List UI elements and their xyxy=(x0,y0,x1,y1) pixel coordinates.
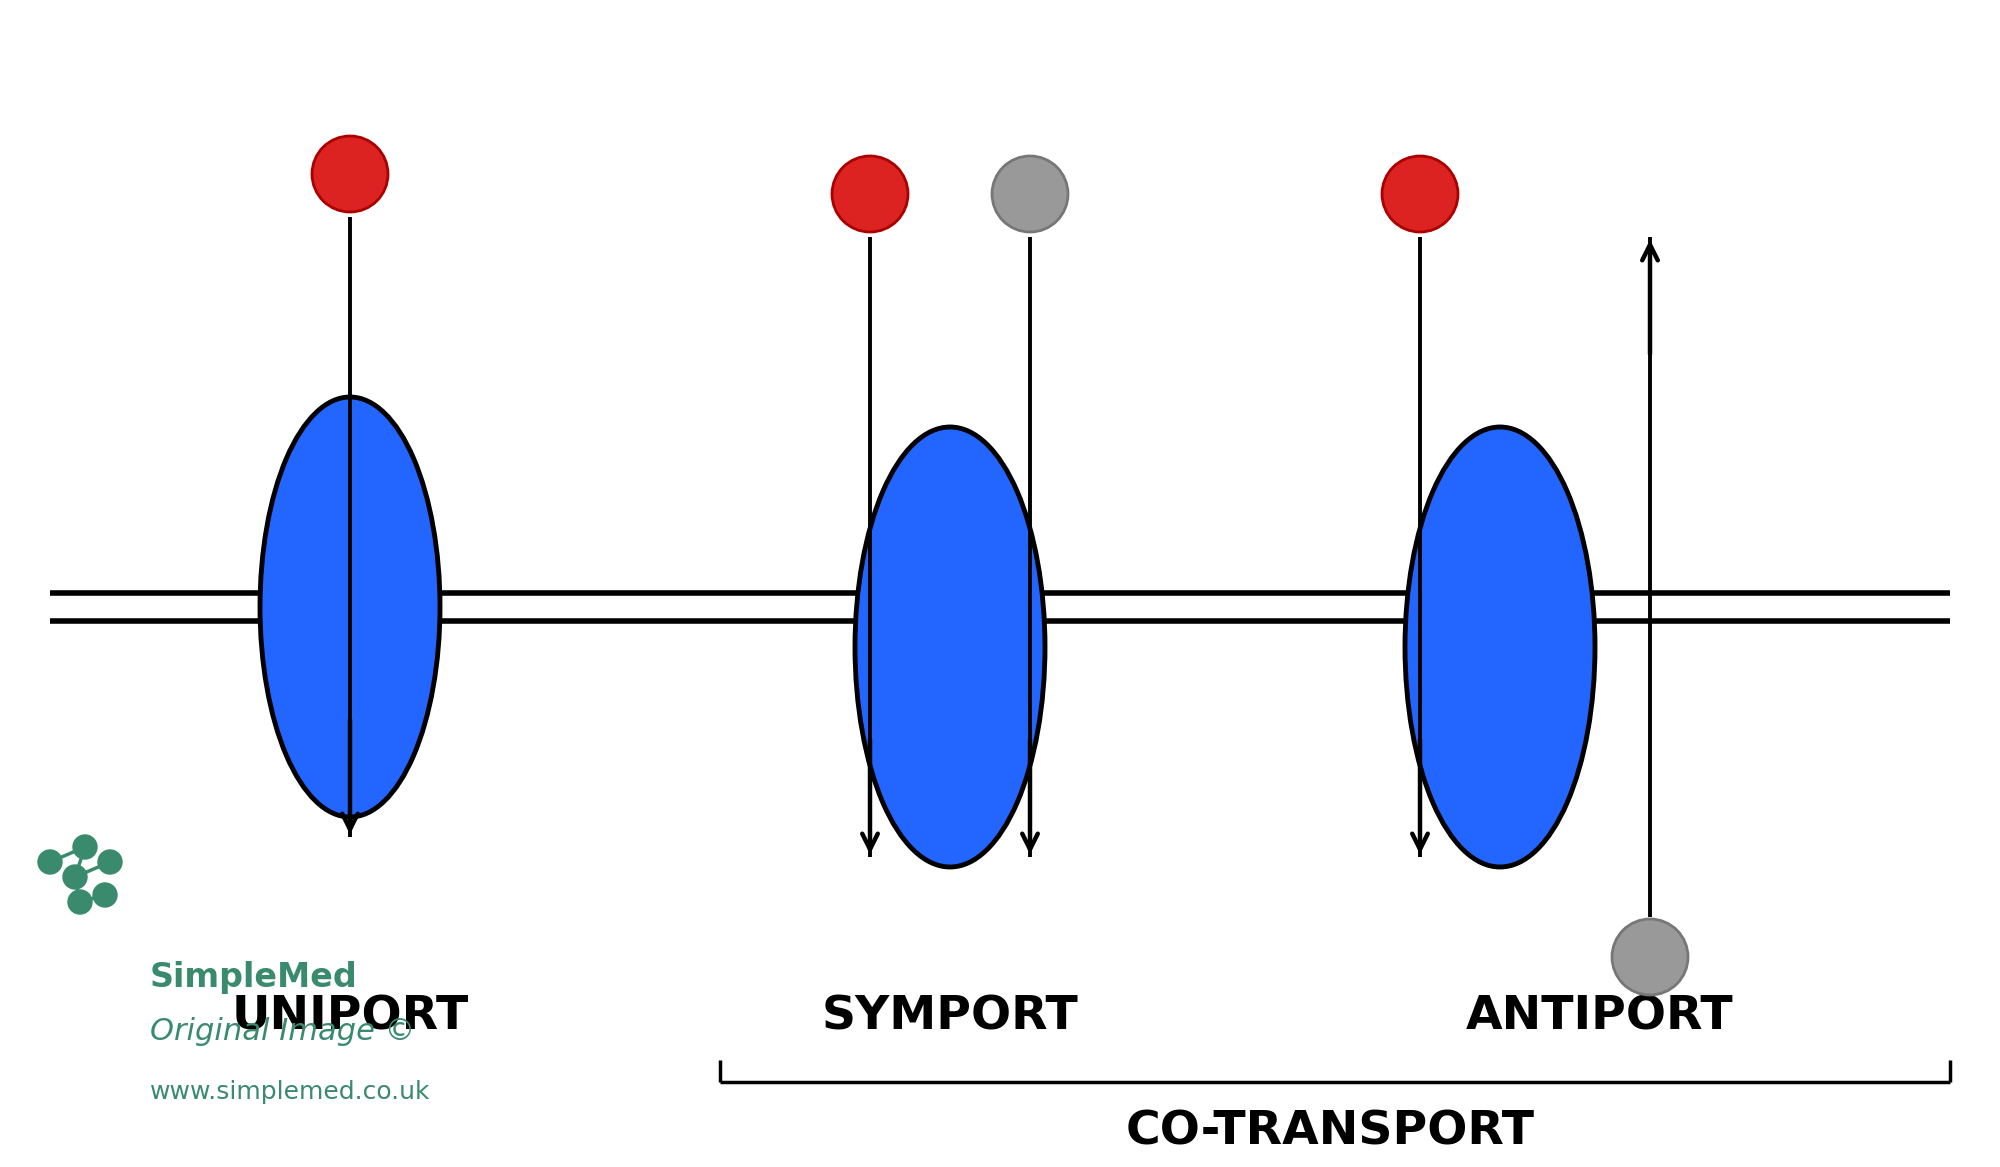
Ellipse shape xyxy=(1404,427,1596,867)
Ellipse shape xyxy=(38,850,62,874)
Ellipse shape xyxy=(94,883,118,907)
Ellipse shape xyxy=(98,850,122,874)
Ellipse shape xyxy=(992,156,1068,232)
Text: CO-TRANSPORT: CO-TRANSPORT xyxy=(1126,1110,1534,1154)
Text: ANTIPORT: ANTIPORT xyxy=(1466,994,1734,1040)
Ellipse shape xyxy=(832,156,908,232)
Text: Original Image ©: Original Image © xyxy=(150,1018,416,1047)
Ellipse shape xyxy=(64,865,88,889)
Text: SimpleMed: SimpleMed xyxy=(150,960,358,993)
Ellipse shape xyxy=(74,836,98,859)
Text: SYMPORT: SYMPORT xyxy=(822,994,1078,1040)
Ellipse shape xyxy=(68,890,92,914)
Text: www.simplemed.co.uk: www.simplemed.co.uk xyxy=(150,1079,430,1104)
Text: UNIPORT: UNIPORT xyxy=(232,994,468,1040)
Ellipse shape xyxy=(856,427,1044,867)
Ellipse shape xyxy=(312,137,388,212)
Ellipse shape xyxy=(260,397,440,817)
Ellipse shape xyxy=(1382,156,1458,232)
Ellipse shape xyxy=(1612,918,1688,995)
